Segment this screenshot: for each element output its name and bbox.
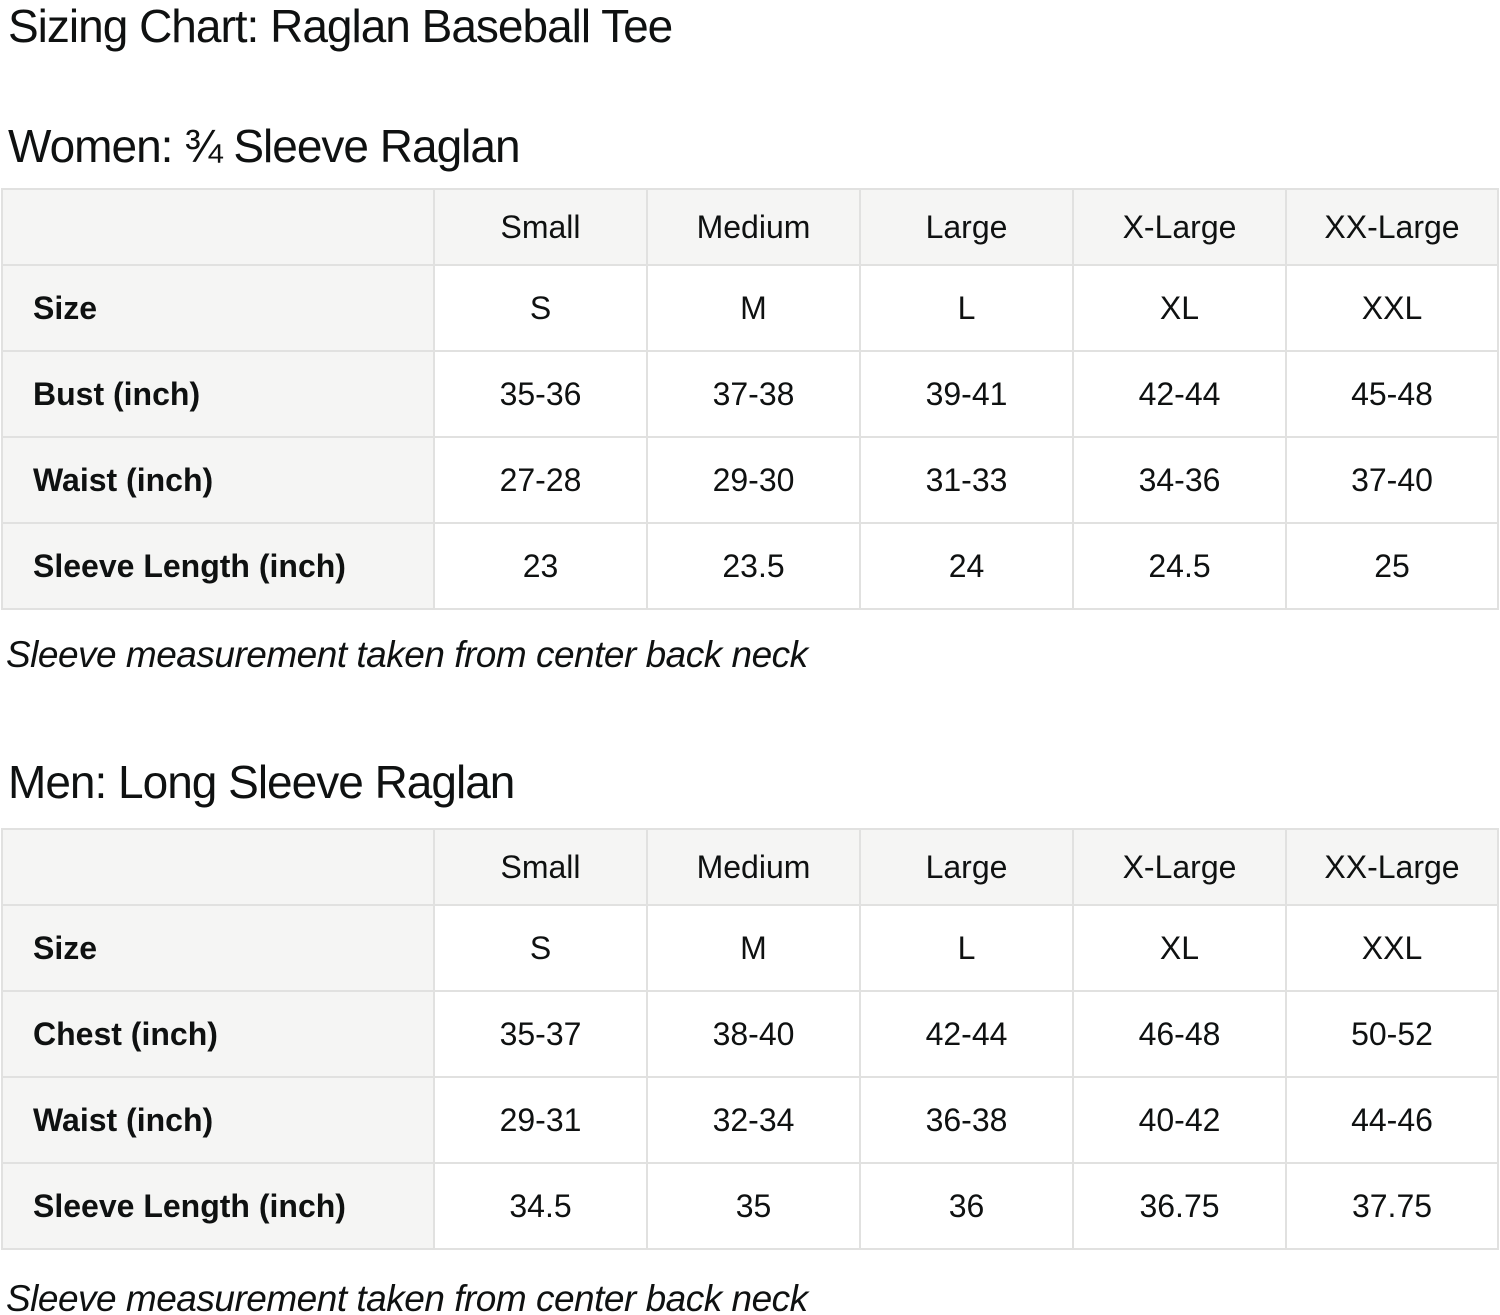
- women-section-heading: Women: ¾ Sleeve Raglan: [8, 120, 521, 172]
- women-size-table: Small Medium Large X-Large XX-Large Size…: [1, 188, 1499, 610]
- cell-value: 46-48: [1072, 990, 1287, 1078]
- women-table-header-row: Small Medium Large X-Large XX-Large: [1, 188, 1499, 266]
- cell-value: 42-44: [859, 990, 1074, 1078]
- cell-value: 27-28: [433, 436, 648, 524]
- women-row-bust: Bust (inch) 35-36 37-38 39-41 42-44 45-4…: [1, 350, 1499, 438]
- women-corner-cell: [1, 188, 435, 266]
- cell-value: M: [646, 264, 861, 352]
- men-table-header-row: Small Medium Large X-Large XX-Large: [1, 828, 1499, 906]
- cell-value: 32-34: [646, 1076, 861, 1164]
- cell-value: 36.75: [1072, 1162, 1287, 1250]
- row-label-bust: Bust (inch): [1, 350, 435, 438]
- men-size-table: Small Medium Large X-Large XX-Large Size…: [1, 828, 1499, 1250]
- cell-value: 35: [646, 1162, 861, 1250]
- men-col-header-large: Large: [859, 828, 1074, 906]
- men-col-header-xxlarge: XX-Large: [1285, 828, 1499, 906]
- cell-value: 39-41: [859, 350, 1074, 438]
- women-col-header-large: Large: [859, 188, 1074, 266]
- women-col-header-small: Small: [433, 188, 648, 266]
- women-col-header-xlarge: X-Large: [1072, 188, 1287, 266]
- cell-value: 42-44: [1072, 350, 1287, 438]
- cell-value: 37-40: [1285, 436, 1499, 524]
- cell-value: XL: [1072, 904, 1287, 992]
- row-label-waist: Waist (inch): [1, 436, 435, 524]
- cell-value: XL: [1072, 264, 1287, 352]
- cell-value: 45-48: [1285, 350, 1499, 438]
- cell-value: 25: [1285, 522, 1499, 610]
- men-col-header-medium: Medium: [646, 828, 861, 906]
- cell-value: 37.75: [1285, 1162, 1499, 1250]
- men-row-sleeve-length: Sleeve Length (inch) 34.5 35 36 36.75 37…: [1, 1162, 1499, 1250]
- cell-value: 35-36: [433, 350, 648, 438]
- cell-value: 24: [859, 522, 1074, 610]
- row-label-waist: Waist (inch): [1, 1076, 435, 1164]
- men-row-size: Size S M L XL XXL: [1, 904, 1499, 992]
- cell-value: 44-46: [1285, 1076, 1499, 1164]
- cell-value: L: [859, 904, 1074, 992]
- men-col-header-xlarge: X-Large: [1072, 828, 1287, 906]
- cell-value: XXL: [1285, 264, 1499, 352]
- cell-value: S: [433, 264, 648, 352]
- women-sleeve-note: Sleeve measurement taken from center bac…: [6, 634, 808, 675]
- cell-value: 31-33: [859, 436, 1074, 524]
- cell-value: L: [859, 264, 1074, 352]
- cell-value: 36-38: [859, 1076, 1074, 1164]
- women-col-header-medium: Medium: [646, 188, 861, 266]
- cell-value: 50-52: [1285, 990, 1499, 1078]
- cell-value: 36: [859, 1162, 1074, 1250]
- cell-value: 40-42: [1072, 1076, 1287, 1164]
- row-label-sleeve-length: Sleeve Length (inch): [1, 522, 435, 610]
- men-corner-cell: [1, 828, 435, 906]
- cell-value: 29-30: [646, 436, 861, 524]
- women-row-size: Size S M L XL XXL: [1, 264, 1499, 352]
- men-row-chest: Chest (inch) 35-37 38-40 42-44 46-48 50-…: [1, 990, 1499, 1078]
- cell-value: 38-40: [646, 990, 861, 1078]
- cell-value: 34.5: [433, 1162, 648, 1250]
- row-label-sleeve-length: Sleeve Length (inch): [1, 1162, 435, 1250]
- row-label-size: Size: [1, 264, 435, 352]
- cell-value: 34-36: [1072, 436, 1287, 524]
- cell-value: 37-38: [646, 350, 861, 438]
- cell-value: XXL: [1285, 904, 1499, 992]
- men-section-heading: Men: Long Sleeve Raglan: [8, 756, 515, 808]
- cell-value: 24.5: [1072, 522, 1287, 610]
- row-label-size: Size: [1, 904, 435, 992]
- men-row-waist: Waist (inch) 29-31 32-34 36-38 40-42 44-…: [1, 1076, 1499, 1164]
- men-sleeve-note: Sleeve measurement taken from center bac…: [6, 1278, 808, 1315]
- women-row-sleeve-length: Sleeve Length (inch) 23 23.5 24 24.5 25: [1, 522, 1499, 610]
- men-col-header-small: Small: [433, 828, 648, 906]
- women-col-header-xxlarge: XX-Large: [1285, 188, 1499, 266]
- cell-value: M: [646, 904, 861, 992]
- page-title: Sizing Chart: Raglan Baseball Tee: [8, 0, 673, 52]
- cell-value: S: [433, 904, 648, 992]
- cell-value: 23.5: [646, 522, 861, 610]
- cell-value: 23: [433, 522, 648, 610]
- women-row-waist: Waist (inch) 27-28 29-30 31-33 34-36 37-…: [1, 436, 1499, 524]
- cell-value: 29-31: [433, 1076, 648, 1164]
- cell-value: 35-37: [433, 990, 648, 1078]
- row-label-chest: Chest (inch): [1, 990, 435, 1078]
